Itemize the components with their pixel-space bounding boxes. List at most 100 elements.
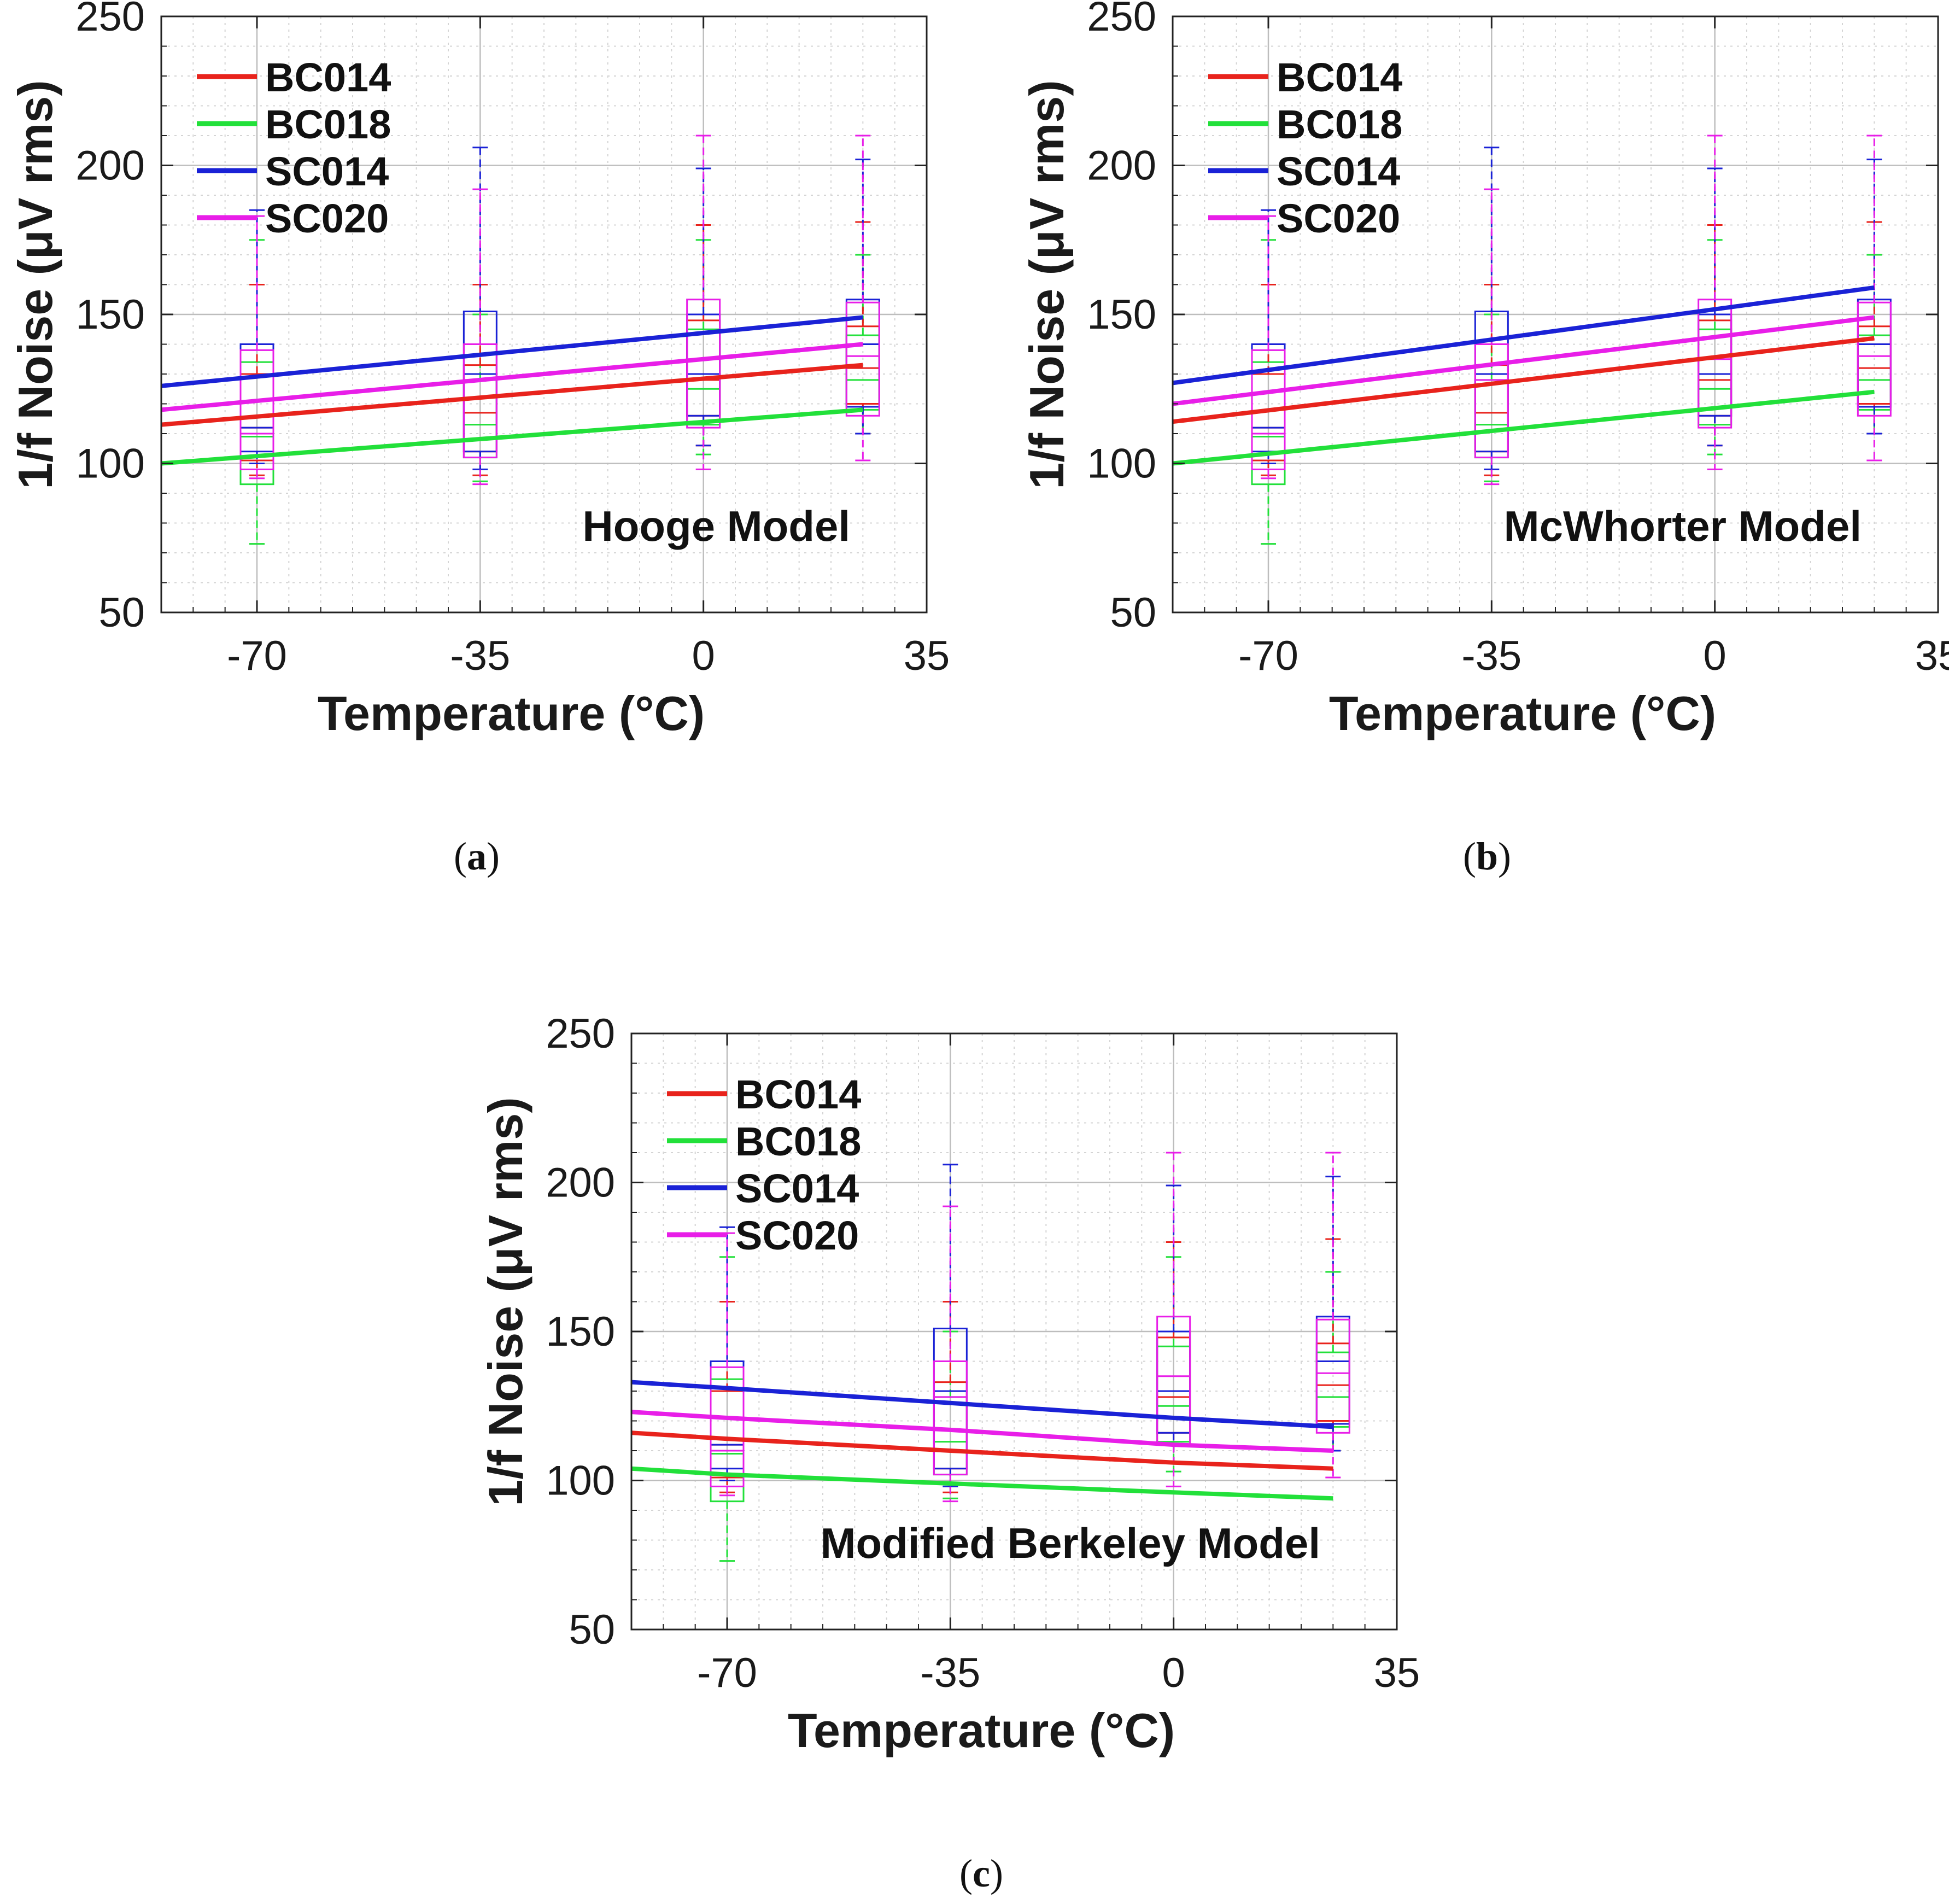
x-tick-label: -70 bbox=[1238, 633, 1298, 679]
y-tick-label: 100 bbox=[75, 441, 145, 487]
series-line-bc018 bbox=[1172, 389, 1875, 466]
x-tick-label: 35 bbox=[904, 633, 950, 679]
modified-berkeley-model-chart: 50 100 150 200 250 -70 -35 0 35 Temperature (°C) 1… bbox=[478, 1011, 1420, 1757]
model-title: Modified Berkeley Model bbox=[820, 1519, 1320, 1567]
panel-label-a: (a) bbox=[454, 834, 500, 878]
mcwhorter-model-chart: 50 100 150 200 250 -70 -35 0 35 Temperature (°C) 1… bbox=[1020, 0, 1949, 740]
x-tick-label: 35 bbox=[1915, 633, 1949, 679]
y-tick-label: 50 bbox=[569, 1607, 615, 1653]
legend-label-bc018: BC018 bbox=[1277, 102, 1402, 147]
y-axis-label: 1/f Noise (μV rms) bbox=[478, 1097, 532, 1506]
chart-panel-c: 50 100 150 200 250 -70 -35 0 35 Temperature (°C) 1… bbox=[470, 1011, 1443, 1783]
y-tick-label: 200 bbox=[546, 1160, 615, 1206]
model-title: McWhorter Model bbox=[1504, 502, 1862, 550]
x-axis-label: Temperature (°C) bbox=[1329, 686, 1716, 740]
legend-label-sc020: SC020 bbox=[1277, 196, 1400, 241]
y-tick-label: 200 bbox=[1087, 143, 1156, 189]
box bbox=[1315, 1318, 1350, 1434]
y-tick-label: 250 bbox=[1087, 0, 1156, 40]
series-line-bc014 bbox=[631, 1430, 1333, 1471]
legend-label-sc014: SC014 bbox=[735, 1166, 859, 1211]
box bbox=[1698, 299, 1733, 429]
box bbox=[686, 299, 721, 429]
panel-label-b: (b) bbox=[1462, 834, 1511, 878]
x-axis-label: Temperature (°C) bbox=[318, 686, 705, 740]
legend-label-sc020: SC020 bbox=[265, 196, 389, 241]
model-lines bbox=[631, 1380, 1333, 1501]
box bbox=[1857, 301, 1892, 417]
y-tick-label: 50 bbox=[1110, 589, 1156, 636]
series-line-bc018 bbox=[161, 407, 863, 466]
y-tick-label: 150 bbox=[75, 291, 145, 338]
x-tick-label: -35 bbox=[1461, 633, 1521, 679]
series-line-sc014 bbox=[631, 1380, 1333, 1429]
y-tick-label: 100 bbox=[1087, 441, 1156, 487]
legend-label-bc018: BC018 bbox=[265, 102, 391, 147]
series-line-bc014 bbox=[161, 363, 863, 427]
legend-label-sc014: SC014 bbox=[1277, 149, 1400, 194]
box bbox=[239, 349, 274, 470]
y-tick-label: 200 bbox=[75, 143, 145, 189]
series-line-sc014 bbox=[1172, 285, 1875, 386]
boxplots bbox=[1251, 135, 1892, 545]
chart-panel-b: 50 100 150 200 250 -70 -35 0 35 Temperature (°C) 1… bbox=[1011, 0, 1949, 766]
hooge-model-chart: 50 100 150 200 250 -70 -35 0 35 Temperature (°C) 1… bbox=[8, 0, 950, 740]
y-tick-label: 50 bbox=[98, 589, 145, 636]
y-tick-label: 150 bbox=[546, 1309, 615, 1355]
legend-label-bc014: BC014 bbox=[1277, 55, 1402, 100]
x-tick-label: 35 bbox=[1374, 1650, 1420, 1696]
y-tick-label: 150 bbox=[1087, 291, 1156, 338]
box bbox=[933, 1360, 968, 1476]
x-tick-label: 0 bbox=[1162, 1650, 1185, 1696]
x-tick-label: -70 bbox=[227, 633, 287, 679]
legend-label-bc014: BC014 bbox=[735, 1072, 861, 1117]
boxplot-sc020-at-25 bbox=[1857, 135, 1892, 462]
y-tick-label: 100 bbox=[546, 1458, 615, 1504]
x-tick-label: -35 bbox=[920, 1650, 980, 1696]
x-tick-label: 0 bbox=[1704, 633, 1726, 679]
chart-panel-a: 50 100 150 200 250 -70 -35 0 35 Temperature (°C) 1… bbox=[0, 0, 973, 766]
minor-grid bbox=[631, 1033, 1397, 1630]
x-tick-label: -70 bbox=[697, 1650, 757, 1696]
series-line-sc014 bbox=[161, 315, 863, 388]
legend-label-bc018: BC018 bbox=[735, 1119, 861, 1164]
boxplot-sc020-at-35 bbox=[933, 1205, 968, 1503]
ticks bbox=[631, 1032, 1398, 1631]
y-tick-label: 250 bbox=[546, 1011, 615, 1057]
model-lines bbox=[161, 315, 863, 466]
boxplot-sc014-at-35 bbox=[1474, 147, 1509, 470]
x-tick-label: -35 bbox=[450, 633, 510, 679]
model-lines bbox=[1172, 285, 1875, 466]
y-axis-label: 1/f Noise (μV rms) bbox=[8, 80, 62, 489]
legend-label-sc020: SC020 bbox=[735, 1213, 859, 1258]
y-axis-label: 1/f Noise (μV rms) bbox=[1020, 80, 1074, 489]
x-tick-label: 0 bbox=[692, 633, 715, 679]
boxplot-sc020-at-25 bbox=[845, 135, 880, 462]
panel-label-a-text: a bbox=[467, 834, 487, 878]
panel-label-c: (c) bbox=[959, 1852, 1003, 1895]
boxplots bbox=[710, 1152, 1350, 1562]
y-tick-label: 250 bbox=[75, 0, 145, 40]
box bbox=[845, 301, 880, 417]
ticks bbox=[161, 15, 928, 614]
box bbox=[1474, 343, 1509, 459]
boxplot-sc020-at-70 bbox=[239, 215, 274, 480]
series-line-sc020 bbox=[1172, 315, 1875, 406]
series-line-sc020 bbox=[161, 342, 863, 412]
ticks bbox=[1172, 15, 1939, 614]
boxplot-sc020-at-35 bbox=[1474, 188, 1509, 486]
panel-label-c-text: c bbox=[973, 1852, 990, 1895]
model-title: Hooge Model bbox=[582, 502, 850, 550]
legend-label-bc014: BC014 bbox=[265, 55, 391, 100]
box bbox=[710, 1366, 745, 1487]
boxplot-sc020-at-25 bbox=[1315, 1152, 1350, 1479]
series-line-bc014 bbox=[1172, 336, 1875, 424]
panel-label-b-text: b bbox=[1476, 834, 1499, 878]
series-line-sc020 bbox=[631, 1410, 1333, 1453]
legend-label-sc014: SC014 bbox=[265, 149, 389, 194]
series-line-bc018 bbox=[631, 1466, 1333, 1501]
x-axis-label: Temperature (°C) bbox=[788, 1703, 1175, 1757]
